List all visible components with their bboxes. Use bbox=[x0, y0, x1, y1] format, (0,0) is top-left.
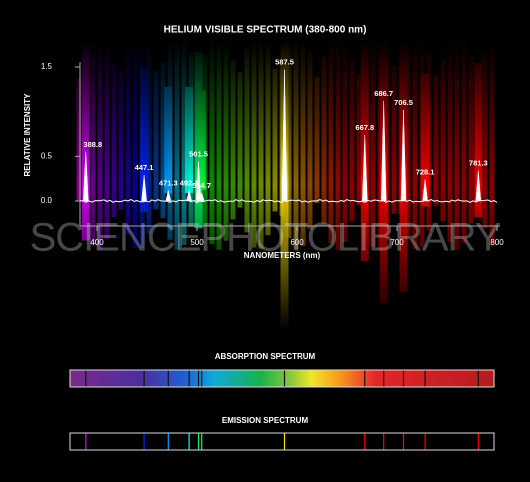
glow-column bbox=[146, 46, 152, 234]
x-tick-label: 600 bbox=[290, 238, 304, 247]
glow-column bbox=[300, 34, 306, 246]
glow-column bbox=[314, 76, 320, 204]
glow-column bbox=[209, 35, 215, 245]
glow-column bbox=[391, 66, 397, 214]
y-tick-label: 0.5 bbox=[41, 151, 53, 160]
peak-label: 706.5 bbox=[394, 98, 413, 107]
y-tick-label: 1.5 bbox=[41, 62, 53, 71]
peak-glow bbox=[474, 62, 483, 218]
glow-column bbox=[468, 56, 474, 224]
glow-column bbox=[356, 74, 362, 206]
glow-column bbox=[216, 30, 222, 250]
glow-column bbox=[349, 58, 355, 222]
glow-column bbox=[258, 31, 264, 249]
emission-strip bbox=[69, 432, 495, 451]
peak bbox=[186, 190, 192, 202]
glow-column bbox=[405, 43, 411, 237]
glow-column bbox=[111, 62, 117, 218]
peak-glow bbox=[140, 68, 149, 212]
glow-column bbox=[328, 36, 334, 244]
glow-column bbox=[440, 58, 446, 222]
watermark: SCIENCEPHOTOLIBRARY bbox=[30, 216, 501, 260]
peak-label: 504.7 bbox=[192, 181, 211, 190]
emission-title: EMISSION SPECTRUM bbox=[222, 416, 309, 425]
glow-column bbox=[293, 30, 299, 250]
glow-column bbox=[132, 31, 138, 249]
absorption-strip bbox=[69, 369, 495, 388]
peak-label: 686.7 bbox=[374, 89, 393, 98]
peak-glow bbox=[81, 39, 90, 241]
glow-column bbox=[433, 74, 439, 206]
glow-column bbox=[76, 78, 82, 202]
peak bbox=[195, 161, 202, 202]
peak bbox=[198, 192, 205, 202]
x-tick-label: 400 bbox=[90, 238, 104, 247]
glow-column bbox=[286, 41, 292, 239]
glow-column bbox=[412, 30, 418, 250]
peak-label: 781.3 bbox=[469, 159, 488, 168]
glow-column bbox=[447, 38, 453, 242]
x-axis-label: NANOMETERS (nm) bbox=[244, 251, 321, 260]
peak bbox=[83, 151, 89, 202]
peak-glow bbox=[164, 86, 173, 194]
glow-column bbox=[489, 34, 495, 246]
x-tick-label: 700 bbox=[390, 238, 404, 247]
peak-glow bbox=[185, 86, 194, 194]
glow-column bbox=[265, 44, 271, 236]
glow-column bbox=[321, 56, 327, 224]
peak bbox=[475, 170, 482, 202]
glow-column bbox=[237, 72, 243, 208]
x-tick-label: 800 bbox=[490, 238, 504, 247]
peak bbox=[380, 100, 387, 202]
y-axis-label: RELATIVE INTENSITY bbox=[23, 93, 32, 177]
y-tick-label: 0.0 bbox=[41, 196, 53, 205]
peak bbox=[400, 109, 407, 202]
glow-column bbox=[160, 62, 166, 218]
peak bbox=[422, 179, 428, 202]
peak-label: 388.8 bbox=[83, 140, 102, 149]
peak-label: 447.1 bbox=[135, 163, 154, 172]
glow-column bbox=[370, 33, 376, 247]
glow-column bbox=[181, 35, 187, 245]
glow-column bbox=[174, 30, 180, 250]
glow-column bbox=[230, 60, 236, 220]
glow-column bbox=[104, 40, 110, 240]
glow-column bbox=[272, 68, 278, 212]
glow-column bbox=[307, 51, 313, 229]
glow-column bbox=[90, 34, 96, 246]
peak-label: 492.1 bbox=[180, 178, 199, 187]
peak bbox=[165, 190, 172, 202]
peak-label: 501.5 bbox=[189, 150, 208, 159]
peak bbox=[362, 134, 368, 202]
peak-label: 587.5 bbox=[275, 58, 294, 67]
glow-column bbox=[342, 37, 348, 243]
absorption-title: ABSORPTION SPECTRUM bbox=[215, 352, 316, 361]
peak-label: 728.1 bbox=[416, 168, 435, 177]
peak bbox=[281, 69, 288, 202]
glow-column bbox=[482, 51, 488, 229]
glow-column bbox=[461, 36, 467, 244]
peak bbox=[141, 175, 147, 202]
glow-column bbox=[223, 39, 229, 241]
x-tick-label: 500 bbox=[190, 238, 204, 247]
glow-column bbox=[454, 30, 460, 250]
glow-column bbox=[244, 47, 250, 233]
peak-glow bbox=[421, 73, 430, 207]
glow-column bbox=[335, 30, 341, 250]
chart-title: HELIUM VISIBLE SPECTRUM (380-800 nm) bbox=[164, 25, 367, 36]
glow-column bbox=[125, 45, 131, 235]
glow-column bbox=[118, 70, 124, 210]
peak-label: 667.8 bbox=[355, 123, 374, 132]
peak-label: 471.3 bbox=[159, 178, 178, 187]
glow-column bbox=[251, 32, 257, 248]
glow-column bbox=[97, 30, 103, 250]
peak-glow bbox=[197, 90, 206, 190]
glow-column bbox=[153, 70, 159, 210]
